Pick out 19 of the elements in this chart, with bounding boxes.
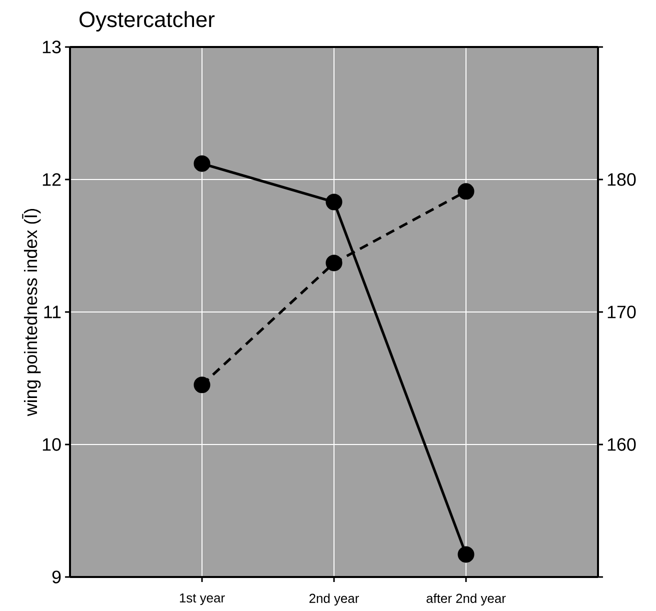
x-tick-label: 1st year — [180, 593, 225, 606]
y-tick-label: 13 — [42, 40, 61, 54]
point — [326, 254, 342, 272]
point — [458, 546, 474, 563]
y2-tick-label: 170 — [608, 306, 636, 318]
x-tick-label: 2nd year — [309, 593, 359, 606]
point — [194, 155, 210, 172]
y2-tick-label: 180 — [608, 173, 636, 186]
chart-title: Oystercatcher — [80, 11, 215, 32]
y-tick-label: 12 — [42, 173, 61, 186]
point — [458, 183, 474, 200]
y-tick-label: 9 — [52, 570, 61, 584]
point — [326, 194, 342, 210]
y-tick-label: 10 — [42, 438, 61, 451]
y-tick-label: 11 — [44, 306, 61, 318]
y-axis-title: wing pointedness index (Ī) — [22, 208, 41, 416]
y2-tick-label: 160 — [608, 438, 636, 451]
x-tick-label: after 2nd year — [426, 593, 506, 606]
point — [194, 376, 210, 394]
